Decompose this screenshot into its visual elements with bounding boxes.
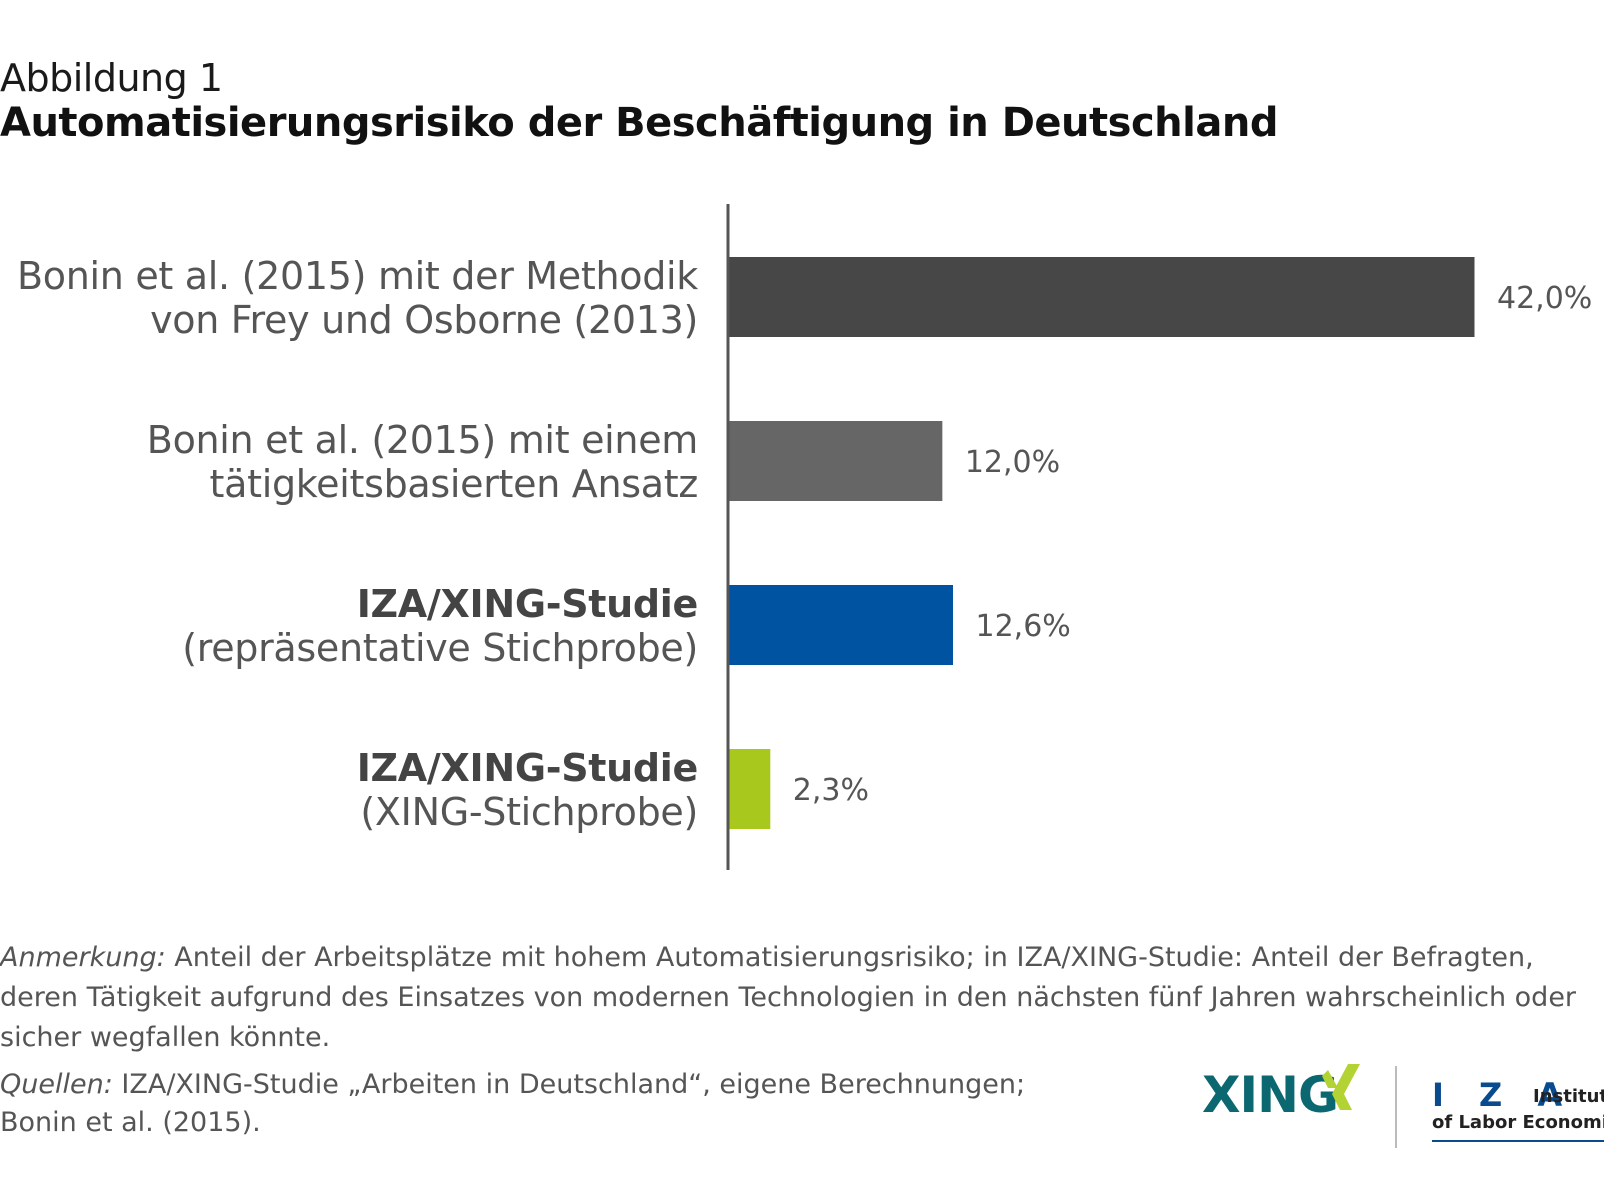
iza-logo-rule (1432, 1140, 1604, 1142)
bar (729, 585, 953, 665)
category-label-line1: IZA/XING-Studie (357, 582, 698, 626)
category-label-line1: IZA/XING-Studie (357, 746, 698, 790)
category-label-line2: (repräsentative Stichprobe) (182, 626, 698, 670)
iza-logo-text: I Z A (1432, 1076, 1575, 1114)
sources-line2: Bonin et al. (2015). (0, 1107, 261, 1138)
bar (729, 421, 943, 501)
bar-chart: 42,0% Bonin et al. (2015) mit der Methodi… (17, 204, 1592, 870)
sources-line1: IZA/XING-Studie „Arbeiten in Deutschland… (112, 1069, 1026, 1100)
figure-title: Automatisierungsrisiko der Beschäftigung… (0, 100, 1278, 146)
xing-logo-icon (1322, 1064, 1360, 1110)
category-label-line2: tätigkeitsbasierten Ansatz (210, 462, 698, 506)
bar (729, 257, 1475, 337)
note-label: Anmerkung: (0, 942, 166, 973)
logo-divider (1395, 1066, 1397, 1148)
data-label: 42,0% (1497, 281, 1592, 316)
chart-sources: Quellen: IZA/XING-Studie „Arbeiten in De… (0, 1066, 1040, 1142)
iza-logo-subtitle-2: of Labor Economics (1432, 1112, 1604, 1133)
bar (729, 749, 771, 829)
note-text: Anteil der Arbeitsplätze mit hohem Autom… (0, 942, 1577, 1053)
xing-logo-text: XING (1202, 1066, 1339, 1124)
sources-label: Quellen: (0, 1069, 113, 1100)
category-label-line1: Bonin et al. (2015) mit der Methodik (17, 254, 698, 298)
chart-note: Anmerkung: Anteil der Arbeitsplätze mit … (0, 938, 1580, 1058)
data-label: 12,6% (976, 609, 1071, 644)
iza-logo-subtitle-1: Institute (1533, 1086, 1604, 1107)
data-label: 2,3% (793, 773, 869, 808)
figure-label: Abbildung 1 (0, 56, 223, 100)
category-label-line2: (XING-Stichprobe) (360, 790, 698, 834)
data-label: 12,0% (965, 445, 1060, 480)
category-label-line2: von Frey und Osborne (2013) (150, 298, 698, 342)
category-label-line1: Bonin et al. (2015) mit einem (147, 418, 698, 462)
